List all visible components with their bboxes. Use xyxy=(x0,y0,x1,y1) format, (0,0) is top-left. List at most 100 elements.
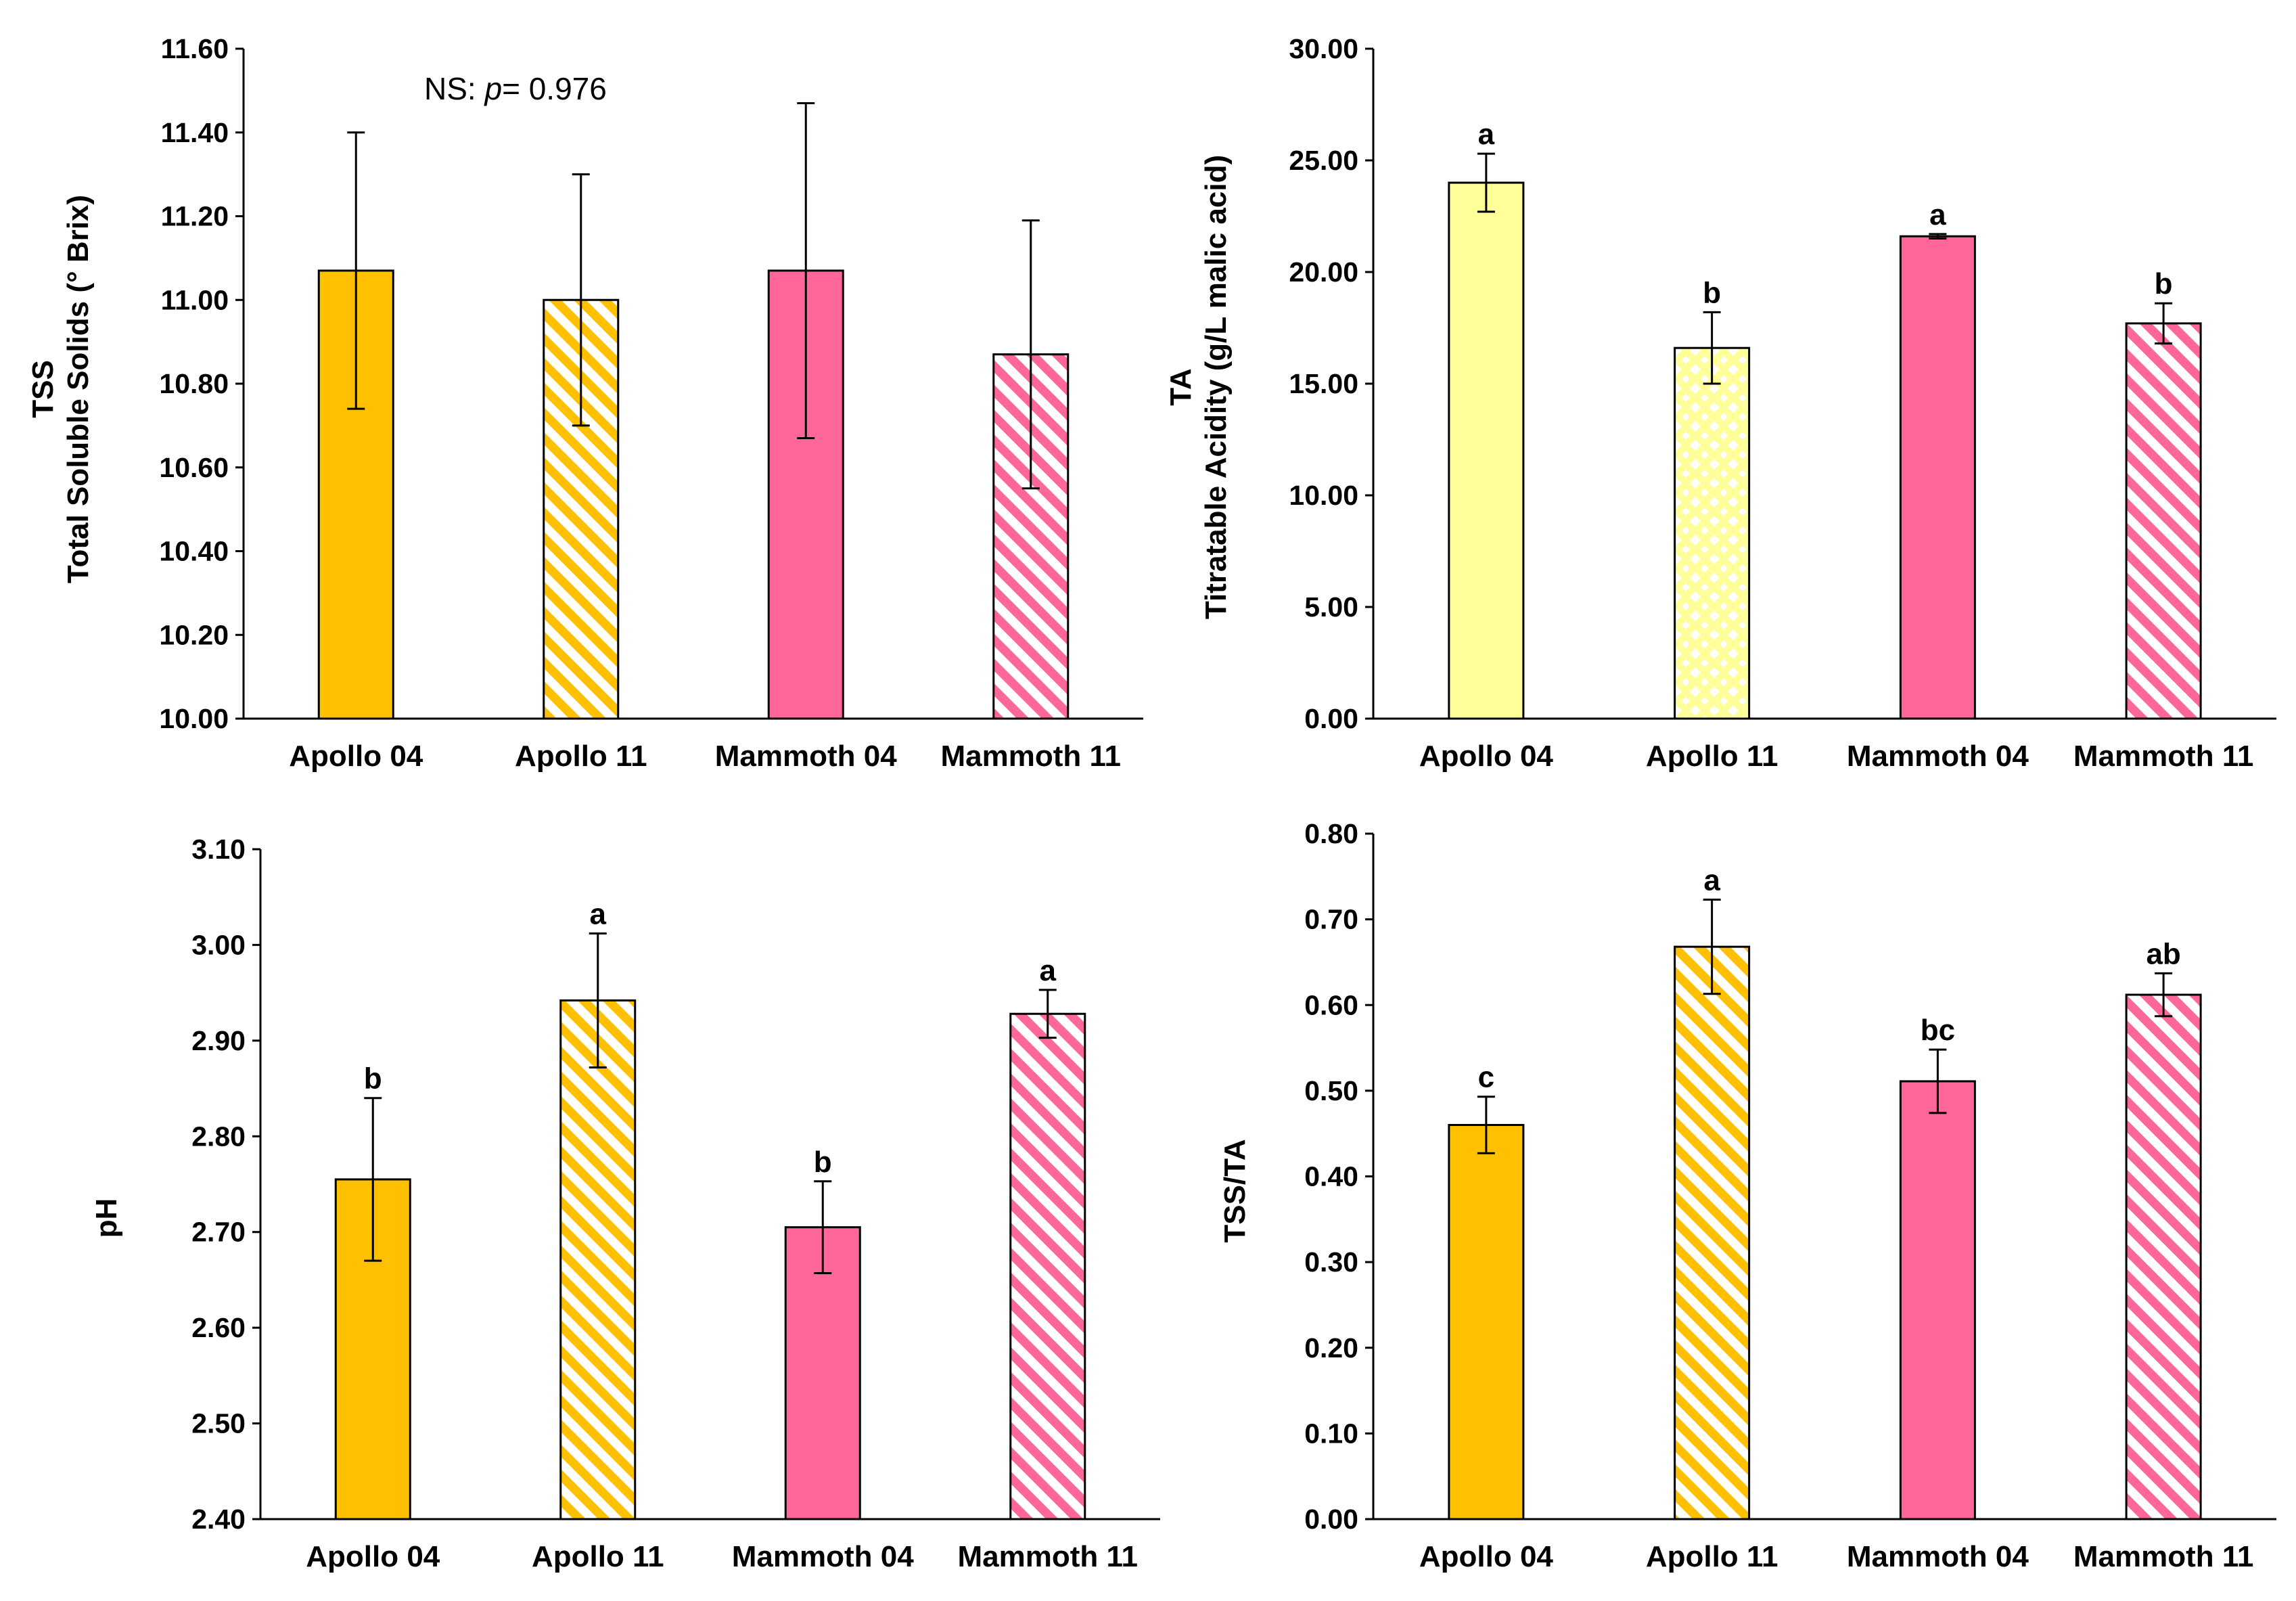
ta-y-axis-label: TA Titratable Acidity (g/L malic acid) xyxy=(1164,155,1233,619)
ph-significance-letter: a xyxy=(1040,954,1057,987)
chart-tss: TSS Total Soluble Solids (° Brix) NS: p=… xyxy=(26,33,1143,773)
tssta-category-label: Mammoth 11 xyxy=(2073,1540,2254,1573)
tssta-category-label: Apollo 11 xyxy=(1646,1540,1778,1573)
tssta-y-tick-label: 0.40 xyxy=(1304,1161,1358,1192)
tssta-y-tick-label: 0.70 xyxy=(1304,904,1358,935)
tss-y-label-line1: TSS xyxy=(26,360,60,418)
ta-bar xyxy=(2125,322,2202,720)
ta-significance-letter: b xyxy=(1703,276,1721,309)
ta-significance-letter: a xyxy=(1929,198,1946,231)
ph-y-tick-label: 3.00 xyxy=(191,929,246,960)
ph-y-tick-label: 2.70 xyxy=(191,1217,246,1248)
tssta-error-bar xyxy=(1703,899,1721,995)
chart-ta: TA Titratable Acidity (g/L malic acid) 0… xyxy=(1164,33,2276,773)
tssta-significance-letter: bc xyxy=(1921,1014,1955,1047)
tssta-error-bar xyxy=(1477,1096,1495,1154)
ph-category-label: Mammoth 04 xyxy=(732,1540,914,1573)
tssta-bar xyxy=(1674,945,1751,1520)
tssta-y-tick-label: 0.60 xyxy=(1304,989,1358,1020)
tss-y-axis-label: TSS Total Soluble Solids (° Brix) xyxy=(26,195,95,583)
ta-y-tick-label: 15.00 xyxy=(1289,368,1358,399)
ta-y-tick-label: 30.00 xyxy=(1289,33,1358,64)
tssta-bar xyxy=(1448,1124,1525,1520)
tss-category-label: Mammoth 11 xyxy=(940,740,1121,773)
tssta-category-label: Apollo 04 xyxy=(1419,1540,1554,1573)
tss-y-tick-label: 11.40 xyxy=(161,117,229,148)
tss-category-label: Apollo 11 xyxy=(515,740,647,773)
tss-note-value: = 0.976 xyxy=(502,71,607,106)
tss-y-tick-label: 10.20 xyxy=(159,619,229,650)
ph-error-bar xyxy=(1038,989,1057,1039)
tss-error-bar xyxy=(572,173,590,427)
ph-y-axis-label: pH xyxy=(90,1198,123,1238)
ta-bar xyxy=(1899,235,1976,720)
ta-bar xyxy=(1448,181,1525,720)
tss-plot-area: 10.00 10.20 10.40 10.60 10.80 11.00 11.20 11.40… xyxy=(159,33,1143,773)
ta-y-tick-label: 5.00 xyxy=(1304,591,1358,623)
ta-significance-letter: b xyxy=(2155,267,2173,300)
tssta-y-tick-label: 0.80 xyxy=(1304,818,1358,849)
ph-y-tick-label: 3.10 xyxy=(191,834,246,865)
ta-error-bar xyxy=(1477,152,1495,213)
tssta-bar xyxy=(2125,993,2202,1520)
ph-category-label: Apollo 04 xyxy=(306,1540,440,1573)
ph-y-tick-label: 2.60 xyxy=(191,1312,246,1343)
ta-y-tick-label: 25.00 xyxy=(1289,145,1358,176)
ta-plot-area: 0.00 5.00 10.00 15.00 20.00 25.00 30.00 a Apollo… xyxy=(1289,33,2276,773)
ph-significance-letter: b xyxy=(364,1062,382,1096)
ta-category-label: Mammoth 11 xyxy=(2073,740,2254,773)
ta-significance-letter: a xyxy=(1478,118,1495,151)
ph-bar xyxy=(1009,1012,1086,1520)
ph-significance-letter: a xyxy=(590,897,607,930)
tss-error-bar xyxy=(1021,219,1040,490)
tss-error-bar xyxy=(797,102,815,439)
ph-category-label: Mammoth 11 xyxy=(957,1540,1138,1573)
tss-y-tick-label: 10.80 xyxy=(159,368,229,399)
tss-y-tick-label: 11.00 xyxy=(161,284,229,315)
tssta-error-bar xyxy=(1929,1048,1947,1114)
ph-y-tick-label: 2.50 xyxy=(191,1408,246,1439)
tssta-significance-letter: a xyxy=(1703,864,1720,897)
ta-error-bar xyxy=(1929,233,1947,240)
ph-y-tick-label: 2.40 xyxy=(191,1504,246,1535)
tss-y-tick-label: 11.60 xyxy=(161,33,229,64)
ph-error-bar xyxy=(814,1180,832,1275)
tss-note-p: p xyxy=(483,71,502,106)
chart-ph: pH 2.40 2.50 2.60 2.70 2.80 2.90 3.00 3.10 b Apol… xyxy=(90,834,1160,1573)
tssta-error-bar xyxy=(2155,972,2173,1018)
ph-bar xyxy=(784,1226,861,1520)
tssta-y-tick-label: 0.10 xyxy=(1304,1418,1358,1449)
chart-tssta: TSS/TA 0.000.100.200.300.400.500.600.700… xyxy=(1218,818,2276,1573)
ta-y-tick-label: 0.00 xyxy=(1304,703,1358,734)
ph-error-bar xyxy=(589,932,607,1068)
tss-y-tick-label: 11.20 xyxy=(161,201,229,232)
ta-error-bar xyxy=(1703,311,1721,385)
ta-category-label: Apollo 11 xyxy=(1646,740,1778,773)
tss-significance-note: NS: p= 0.976 xyxy=(424,71,607,106)
tssta-y-tick-label: 0.20 xyxy=(1304,1332,1358,1363)
tssta-y-tick-label: 0.30 xyxy=(1304,1246,1358,1278)
tssta-plot-area: 0.00 0.10 0.20 0.30 0.40 0.50 0.60 0.70 0.80 c Apo… xyxy=(1304,818,2276,1573)
ta-y-label-line2: Titratable Acidity (g/L malic acid) xyxy=(1199,155,1233,619)
tss-category-label: Apollo 04 xyxy=(289,740,423,773)
tss-error-bar xyxy=(347,131,365,410)
ph-y-tick-label: 2.90 xyxy=(191,1025,246,1056)
ph-category-label: Apollo 11 xyxy=(532,1540,664,1573)
tss-y-tick-label: 10.00 xyxy=(159,703,229,734)
tssta-y-tick-label: 0.50 xyxy=(1304,1075,1358,1106)
tss-note-prefix: NS: xyxy=(424,71,484,106)
ta-y-label-line1: TA xyxy=(1164,368,1197,405)
ph-bar xyxy=(559,999,637,1520)
tss-y-tick-label: 10.60 xyxy=(159,452,229,483)
ph-y-tick-label: 2.80 xyxy=(191,1121,246,1152)
tss-category-label: Mammoth 04 xyxy=(715,740,897,773)
ph-plot-area: 2.40 2.50 2.60 2.70 2.80 2.90 3.00 3.10 b Apollo … xyxy=(191,834,1160,1573)
ta-y-tick-label: 10.00 xyxy=(1289,480,1358,511)
ph-significance-letter: b xyxy=(814,1146,832,1179)
tss-y-tick-label: 10.40 xyxy=(159,536,229,567)
ta-category-label: Mammoth 04 xyxy=(1847,740,2029,773)
ta-error-bar xyxy=(2155,302,2173,345)
tss-y-label-line2: Total Soluble Solids (° Brix) xyxy=(62,195,95,583)
tssta-y-tick-label: 0.00 xyxy=(1304,1504,1358,1535)
